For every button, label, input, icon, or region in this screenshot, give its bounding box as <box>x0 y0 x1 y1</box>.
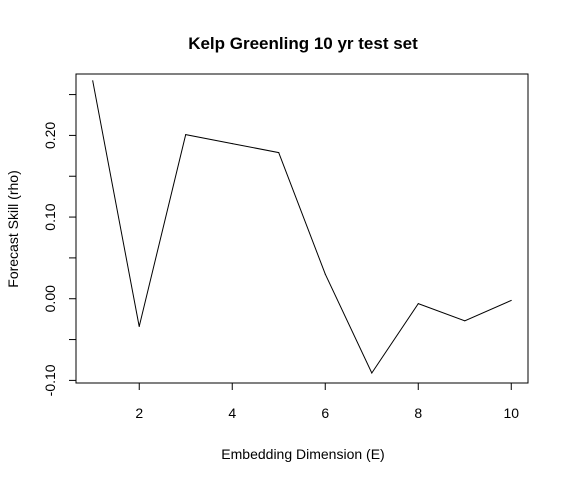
data-point <box>231 143 233 145</box>
chart-title: Kelp Greenling 10 yr test set <box>188 34 418 53</box>
x-axis-title: Embedding Dimension (E) <box>221 446 384 462</box>
x-tick-label: 2 <box>135 405 143 421</box>
y-tick-label: 0.10 <box>42 203 58 230</box>
series-line <box>92 80 512 375</box>
y-tick-label: 0.20 <box>42 122 58 149</box>
data-point <box>138 325 140 327</box>
y-axis-title: Forecast Skill (rho) <box>5 170 21 287</box>
data-point <box>185 134 187 136</box>
x-tick-label: 10 <box>503 405 519 421</box>
data-point <box>417 303 419 305</box>
data-points <box>92 80 512 374</box>
x-tick-label: 4 <box>228 405 236 421</box>
data-point <box>464 320 466 322</box>
x-tick-label: 8 <box>414 405 422 421</box>
data-point <box>510 299 512 301</box>
data-point <box>278 152 280 154</box>
y-tick-label: 0.00 <box>42 285 58 312</box>
x-axis: 2 4 6 8 10 <box>135 382 519 421</box>
data-point <box>324 273 326 275</box>
y-axis: -0.10 0.00 0.10 0.20 <box>42 94 77 396</box>
x-tick-label: 6 <box>321 405 329 421</box>
data-point <box>371 372 373 374</box>
y-tick-label: -0.10 <box>42 364 58 396</box>
plot-box <box>75 73 529 384</box>
data-point <box>92 80 94 82</box>
